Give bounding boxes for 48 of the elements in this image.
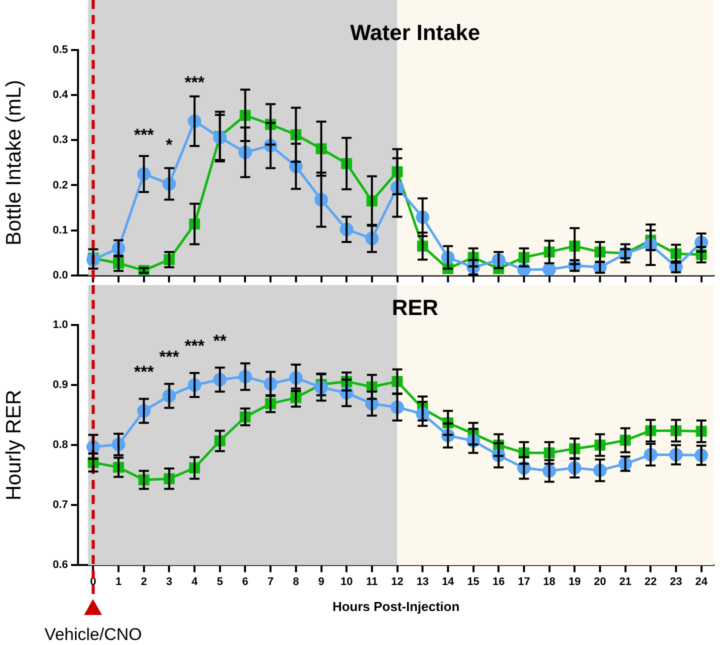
x-tick-label: 4 xyxy=(191,576,198,588)
x-tick-label: 24 xyxy=(695,576,708,588)
x-tick-label: 19 xyxy=(568,576,581,588)
x-tick-label: 3 xyxy=(166,576,172,588)
y-tick-label: 0.9 xyxy=(52,379,68,392)
y-tick-label: 0.7 xyxy=(52,499,68,512)
y-tick-label: 0.5 xyxy=(52,44,68,56)
y-tick-label: 0.4 xyxy=(52,89,69,102)
x-tick-label: 5 xyxy=(216,576,223,588)
annotation: * xyxy=(166,136,173,155)
x-tick-label: 12 xyxy=(391,576,404,588)
chart-title: Water Intake xyxy=(350,20,480,46)
annotation: *** xyxy=(184,336,205,356)
x-tick-label: 8 xyxy=(292,576,299,588)
x-tick-label: 10 xyxy=(340,576,353,588)
x-tick-label: 14 xyxy=(442,576,455,588)
y-tick-label: 0.0 xyxy=(52,269,68,282)
ref-line-label: Vehicle/CNO xyxy=(44,625,142,644)
x-tick-label: 18 xyxy=(543,576,556,588)
chart-title: RER xyxy=(392,295,438,320)
x-tick-label: 21 xyxy=(619,576,632,588)
x-tick-label: 7 xyxy=(268,576,274,588)
y-tick-label: 1.0 xyxy=(52,319,68,332)
y-tick-label: 0.2 xyxy=(52,179,68,192)
x-axis-title: Hours Post-Injection xyxy=(332,598,460,614)
x-tick-label: 15 xyxy=(467,576,480,588)
x-tick-label: 17 xyxy=(518,576,530,588)
x-tick-label: 13 xyxy=(416,576,429,588)
y-tick-label: 0.6 xyxy=(52,559,68,572)
x-tick-label: 22 xyxy=(644,576,657,588)
x-tick-label: 20 xyxy=(594,576,606,588)
y-tick-label: 0.3 xyxy=(52,134,68,146)
x-tick-label: 6 xyxy=(242,576,248,588)
annotation: *** xyxy=(134,126,154,145)
x-tick-label: 23 xyxy=(670,576,682,588)
x-tick-label: 16 xyxy=(492,576,505,588)
annotation: ** xyxy=(213,331,227,350)
annotation: *** xyxy=(159,348,180,367)
y-tick-label: 0.1 xyxy=(52,224,68,236)
annotation: *** xyxy=(184,72,205,92)
y-axis-title: Bottle Intake (mL) xyxy=(2,80,26,246)
annotation: *** xyxy=(134,362,154,382)
x-tick-label: 2 xyxy=(140,576,147,588)
y-axis-title: Hourly RER xyxy=(2,390,26,501)
x-tick-label: 9 xyxy=(318,576,324,588)
x-tick-label: 1 xyxy=(115,576,122,588)
y-tick-label: 0.8 xyxy=(52,439,68,452)
x-tick-label: 11 xyxy=(366,576,378,588)
